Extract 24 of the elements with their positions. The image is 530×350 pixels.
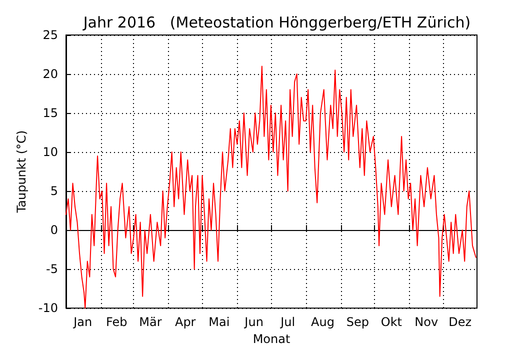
chart-title: Jahr 2016 (Meteostation Hönggerberg/ETH Zürich) xyxy=(82,14,471,32)
x-tick-label: Nov xyxy=(414,315,438,330)
x-tick-label: Jun xyxy=(244,315,264,330)
y-tick-label: 5 xyxy=(50,184,58,198)
x-tick-label: Okt xyxy=(380,315,402,330)
x-tick-label: Jan xyxy=(72,315,92,330)
y-axis-title: Taupunkt (°C) xyxy=(14,130,28,214)
x-tick-label: Sep xyxy=(346,315,369,330)
y-tick-label: 0 xyxy=(50,223,58,238)
line-series xyxy=(66,66,476,309)
y-tick-label: -10 xyxy=(38,301,58,316)
x-axis-title: Monat xyxy=(252,332,290,346)
y-tick-label: 20 xyxy=(42,67,58,82)
y-tick-label: 15 xyxy=(42,106,58,120)
x-tick-label: Jul xyxy=(280,315,296,330)
x-tick-label: Mär xyxy=(139,315,162,330)
x-tick-label: Feb xyxy=(106,315,128,330)
y-tick-label: 25 xyxy=(42,28,58,42)
x-tick-label: Apr xyxy=(174,315,196,330)
y-tick-label: -5 xyxy=(46,262,58,276)
y-tick-label: 10 xyxy=(42,145,58,160)
x-tick-label: Dez xyxy=(448,315,472,330)
x-tick-label: Aug xyxy=(311,315,334,330)
x-tick-label: Mai xyxy=(208,315,230,330)
